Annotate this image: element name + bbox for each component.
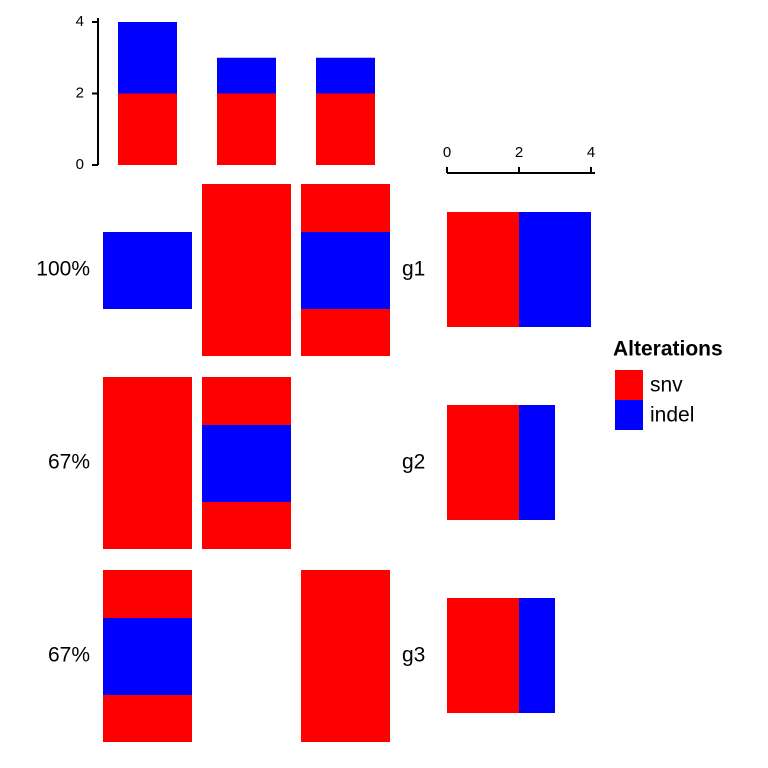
- top-bar: [217, 57, 276, 94]
- gene-label: g2: [402, 451, 425, 474]
- top-bar: [316, 57, 375, 94]
- cell-indel: [103, 618, 192, 695]
- right-bar: [447, 405, 519, 520]
- right-bar: [519, 598, 555, 713]
- right-bar: [447, 212, 519, 327]
- top-bar: [118, 93, 177, 165]
- gene-label: g3: [402, 644, 425, 667]
- cell-indel: [301, 232, 390, 309]
- top-bar: [316, 93, 375, 165]
- top-bar: [217, 93, 276, 165]
- x-tick-label: 4: [587, 144, 595, 161]
- legend-label: snv: [650, 374, 683, 397]
- right-bar: [519, 212, 591, 327]
- y-tick-label: 2: [76, 84, 84, 101]
- legend-label: indel: [650, 404, 694, 427]
- percent-label: 67%: [48, 451, 90, 474]
- cell-indel: [202, 425, 291, 502]
- cell-snv: [103, 377, 192, 549]
- x-tick-label: 2: [515, 144, 523, 161]
- right-bar: [447, 598, 519, 713]
- x-tick-label: 0: [443, 144, 451, 161]
- percent-label: 67%: [48, 644, 90, 667]
- gene-label: g1: [402, 258, 425, 281]
- top-bar: [118, 22, 177, 94]
- cell-indel: [103, 232, 192, 309]
- legend-swatch: [615, 400, 643, 430]
- legend-swatch: [615, 370, 643, 400]
- legend-title: Alterations: [613, 338, 723, 361]
- percent-label: 100%: [36, 258, 90, 281]
- right-bar: [519, 405, 555, 520]
- cell-snv: [202, 184, 291, 356]
- y-tick-label: 4: [76, 13, 84, 30]
- y-tick-label: 0: [76, 156, 84, 173]
- cell-snv: [301, 570, 390, 742]
